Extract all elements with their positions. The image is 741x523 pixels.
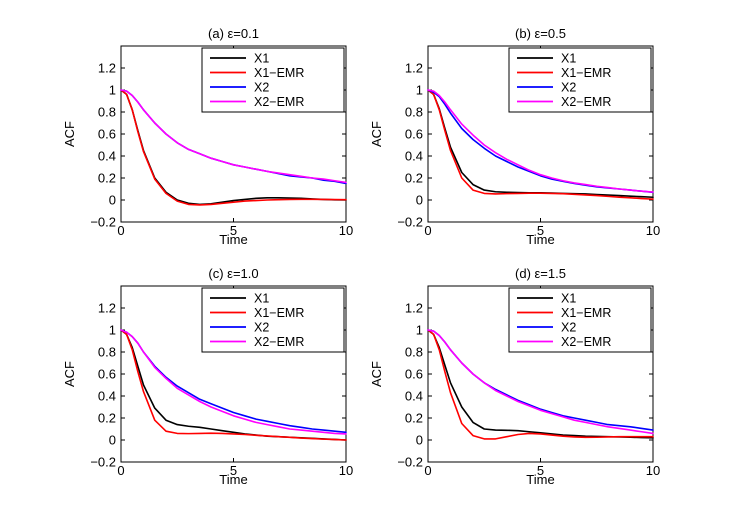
y-axis-label: ACF [62,361,77,387]
y-tick-label: 0 [109,433,116,448]
x-tick-label: 0 [424,463,431,478]
panel-title: (b) ε=0.5 [515,26,566,41]
series-line-3 [427,89,654,193]
series-line-1 [120,329,347,441]
chart-panel-0: −0.200.20.40.60.811.20 5 10(a) ε=0.1TimeAC… [62,26,353,247]
x-axis-label: Time [526,472,554,487]
y-tick-label: 0.2 [405,411,423,426]
y-tick-label: −0.2 [397,455,423,470]
x-tick-label: 5 [537,223,544,238]
x-tick-label: 0 [117,463,124,478]
y-tick-label: 1.2 [405,301,423,316]
x-tick-label: 0 [424,223,431,238]
legend-label: X1−EMR [561,306,611,320]
y-axis-label: ACF [62,121,77,147]
chart-panel-2: −0.200.20.40.60.811.20 5 10(c) ε=1.0TimeAC… [62,266,353,487]
series-line-1 [120,89,347,206]
y-tick-label: 0 [416,433,423,448]
panel-title: (d) ε=1.5 [515,266,566,281]
series-line-1 [427,89,654,200]
y-tick-label: 0.6 [98,127,116,142]
legend-label: X2 [561,321,576,335]
legend-label: X1 [561,52,576,66]
x-tick-label: 5 [537,463,544,478]
legend-label: X1 [254,52,269,66]
y-tick-label: 0.8 [405,345,423,360]
legend-label: X1−EMR [254,66,304,80]
series-line-3 [427,329,654,435]
y-tick-label: 0.4 [405,389,423,404]
y-tick-label: −0.2 [90,215,116,230]
legend-label: X1 [254,292,269,306]
y-tick-label: 0 [109,193,116,208]
y-tick-label: 0.2 [98,171,116,186]
legend-label: X1−EMR [254,306,304,320]
x-tick-label: 10 [646,463,660,478]
chart-panel-1: −0.200.20.40.60.811.20 5 10(b) ε=0.5TimeAC… [369,26,660,247]
y-tick-label: −0.2 [397,215,423,230]
y-tick-label: 1 [109,83,116,98]
y-tick-label: 1 [416,83,423,98]
x-tick-label: 5 [230,463,237,478]
y-tick-label: 0.4 [98,389,116,404]
y-tick-label: 1.2 [98,61,116,76]
y-axis-label: ACF [369,121,384,147]
y-tick-label: 0 [416,193,423,208]
x-tick-label: 0 [117,223,124,238]
legend-label: X2−EMR [561,95,611,109]
series-line-3 [120,329,347,435]
series-line-3 [120,89,347,184]
y-tick-label: −0.2 [90,455,116,470]
y-tick-label: 0.4 [405,149,423,164]
x-axis-label: Time [526,232,554,247]
legend-label: X2 [254,321,269,335]
panel-title: (a) ε=0.1 [208,26,259,41]
y-tick-label: 0.8 [405,105,423,120]
x-axis-label: Time [219,232,247,247]
legend-label: X2 [561,81,576,95]
y-tick-label: 0.8 [98,105,116,120]
legend-label: X2 [254,81,269,95]
y-tick-label: 0.6 [405,367,423,382]
chart-panel-3: −0.200.20.40.60.811.20 5 10(d) ε=1.5TimeAC… [369,266,660,487]
legend-label: X2−EMR [254,95,304,109]
y-tick-label: 0.2 [405,171,423,186]
y-tick-label: 0.6 [405,127,423,142]
y-tick-label: 1.2 [98,301,116,316]
x-axis-label: Time [219,472,247,487]
series-line-1 [427,329,654,440]
y-tick-label: 0.2 [98,411,116,426]
y-tick-label: 0.4 [98,149,116,164]
x-tick-label: 10 [339,223,353,238]
legend-label: X2−EMR [254,335,304,349]
x-tick-label: 10 [339,463,353,478]
x-tick-label: 10 [646,223,660,238]
legend-label: X1 [561,292,576,306]
y-tick-label: 1 [416,323,423,338]
y-tick-label: 0.8 [98,345,116,360]
y-axis-label: ACF [369,361,384,387]
x-tick-label: 5 [230,223,237,238]
y-tick-label: 1.2 [405,61,423,76]
y-tick-label: 0.6 [98,367,116,382]
legend-label: X2−EMR [561,335,611,349]
panel-title: (c) ε=1.0 [208,266,258,281]
legend-label: X1−EMR [561,66,611,80]
y-tick-label: 1 [109,323,116,338]
